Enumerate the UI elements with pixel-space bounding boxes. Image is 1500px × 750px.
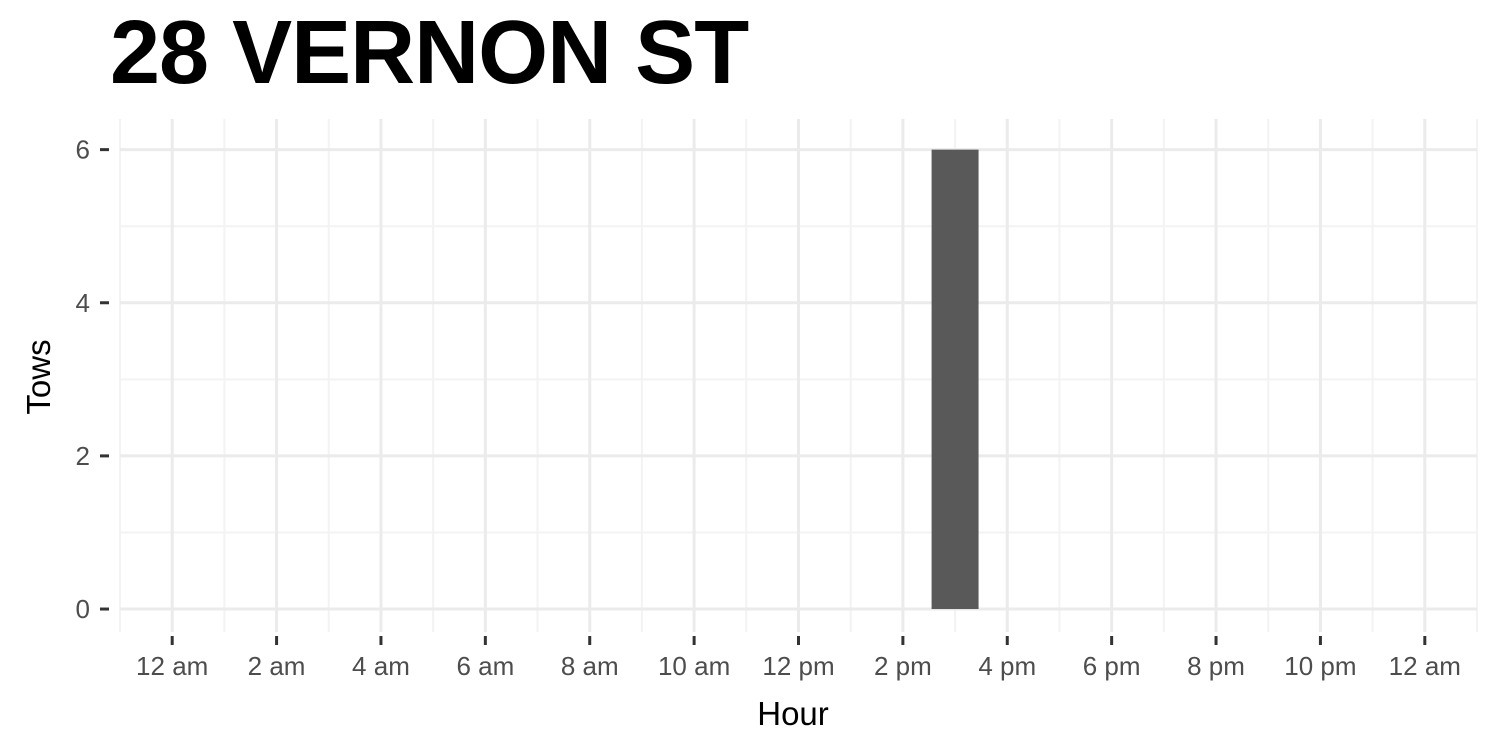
- y-tick-label: 2: [76, 441, 90, 471]
- x-tick-label: 6 am: [456, 651, 514, 681]
- x-tick-label: 10 am: [658, 651, 730, 681]
- x-tick-label: 2 am: [248, 651, 306, 681]
- x-tick-label: 12 am: [136, 651, 208, 681]
- chart-title: 28 VERNON ST: [110, 3, 749, 103]
- x-tick-label: 4 pm: [978, 651, 1036, 681]
- y-tick-label: 6: [76, 135, 90, 165]
- x-tick-label: 8 pm: [1187, 651, 1245, 681]
- major-grid: [120, 119, 1477, 632]
- y-axis-title: Tows: [20, 339, 57, 414]
- bar: [931, 149, 979, 610]
- x-tick-label: 12 am: [1389, 651, 1461, 681]
- x-tick-label: 12 pm: [762, 651, 834, 681]
- bars: [931, 149, 979, 610]
- x-tick-label: 6 pm: [1083, 651, 1141, 681]
- y-tick-label: 4: [76, 288, 90, 318]
- x-tick-label: 4 am: [352, 651, 410, 681]
- y-axis: 0 2 4 6: [76, 135, 109, 624]
- x-tick-label: 2 pm: [874, 651, 932, 681]
- x-tick-label: 10 pm: [1284, 651, 1356, 681]
- x-axis-title: Hour: [757, 695, 829, 732]
- x-axis: 12 am 2 am 4 am 6 am 8 am 10 am 12 pm 2 pm 4 pm 6…: [136, 636, 1461, 681]
- x-tick-label: 8 am: [561, 651, 619, 681]
- y-tick-label: 0: [76, 594, 90, 624]
